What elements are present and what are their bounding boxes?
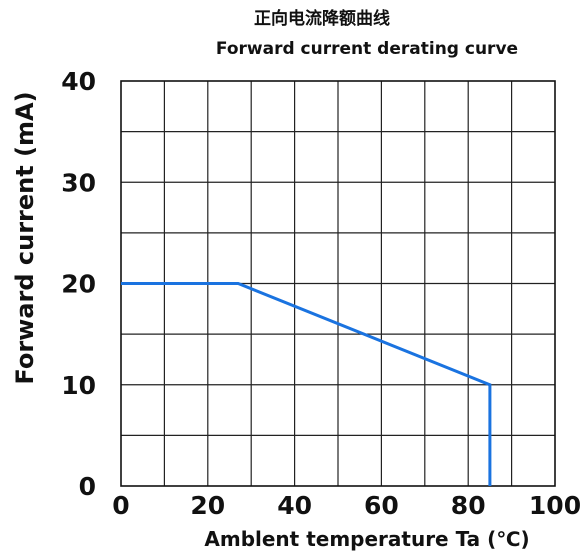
y-axis-label: Forward current (mA) [11,91,39,384]
y-tick-label: 10 [61,371,96,400]
x-axis-label: Amblent temperature Ta (℃) [204,527,529,551]
x-tick-label: 80 [451,491,486,520]
y-tick-label: 0 [79,472,96,501]
series-line [121,282,492,486]
y-tick-labels: 0 10 20 30 40 [61,67,96,501]
y-tick-label: 20 [61,270,96,299]
x-tick-labels: 0 20 40 60 80 100 [112,491,581,520]
x-tick-label: 20 [190,491,225,520]
x-tick-label: 60 [364,491,399,520]
x-tick-label: 100 [529,491,581,520]
chart-title: 正向电流降额曲线 [254,8,390,29]
x-tick-label: 40 [277,491,312,520]
chart-subtitle: Forward current derating curve [216,39,518,59]
y-tick-label: 40 [61,67,96,96]
grid [121,81,555,486]
y-tick-label: 30 [61,168,96,197]
x-tick-label: 0 [112,491,129,520]
